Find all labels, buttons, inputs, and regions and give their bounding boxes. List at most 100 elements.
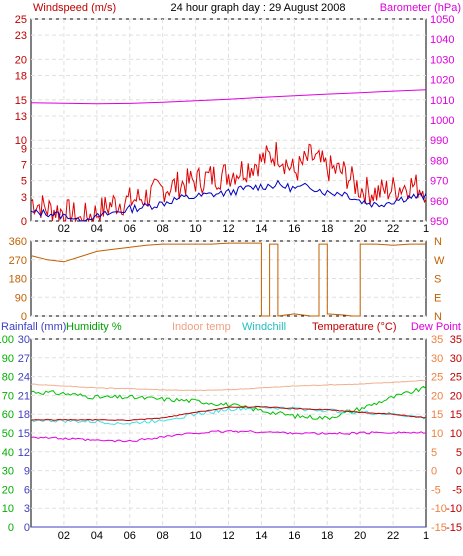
compass-tick: W	[434, 255, 445, 267]
windchill-label: Windchill	[242, 321, 286, 333]
barometer-y-tick: 1050	[430, 14, 454, 26]
humidity-y-tick: 40	[2, 447, 14, 459]
temp-right-tick: 30	[431, 353, 443, 365]
temp-x-tick-end: 1	[423, 530, 429, 542]
temp-right-tick: 10	[431, 428, 443, 440]
temp-right-tick-2: 20	[450, 390, 462, 402]
humidity-y-tick: 50	[2, 428, 14, 440]
rainfall-y-tick: 12	[18, 447, 30, 459]
dewpoint-label: Dew Point	[411, 321, 461, 333]
wind-x-tick: 08	[157, 223, 169, 235]
temp-x-tick: 04	[91, 530, 103, 542]
humidity-y-tick: 10	[2, 503, 14, 515]
temp-x-tick: 22	[387, 530, 399, 542]
temp-x-tick: 18	[321, 530, 333, 542]
temp-x-tick: 12	[222, 530, 234, 542]
temp-right-tick-2: 5	[456, 447, 462, 459]
rainfall-y-tick: 3	[24, 503, 30, 515]
temp-x-tick: 20	[354, 530, 366, 542]
wind-x-tick: 16	[288, 223, 300, 235]
temp-right-tick-2: 35	[450, 334, 462, 346]
temp-right-tick-2: -10	[446, 503, 462, 515]
temp-right-tick-2: 0	[456, 466, 462, 478]
temp-right-tick-2: 15	[450, 409, 462, 421]
wind-y-tick: 18	[15, 71, 27, 83]
temp-right-tick-2: 25	[450, 372, 462, 384]
humidity-y-tick: 20	[2, 484, 14, 496]
humidity-y-tick: 0	[8, 522, 14, 534]
temp-right-tick: 0	[431, 466, 437, 478]
temperature-label: Temperature (°C)	[312, 321, 396, 333]
wind-x-tick: 04	[91, 223, 103, 235]
windspeed-label: Windspeed (m/s)	[33, 2, 116, 14]
wind-gust-line	[30, 141, 427, 223]
compass-tick: E	[434, 292, 441, 304]
wind-y-tick: 7	[21, 159, 27, 171]
wind-x-tick: 10	[189, 223, 201, 235]
temp-right-tick: 35	[431, 334, 443, 346]
wind-x-tick: 02	[58, 223, 70, 235]
barometer-y-tick: 1000	[430, 115, 454, 127]
barometer-y-tick: 990	[430, 135, 448, 147]
barometer-label: Barometer (hPa)	[380, 2, 461, 14]
direction-y-tick: 270	[9, 255, 27, 267]
rainfall-y-tick: 9	[24, 466, 30, 478]
barometer-y-tick: 980	[430, 155, 448, 167]
wind-avg-line	[30, 179, 427, 222]
temp-x-tick: 02	[58, 530, 70, 542]
humidity-y-tick: 100	[0, 334, 14, 346]
wind-x-tick: 14	[255, 223, 267, 235]
temp-right-tick: -15	[431, 522, 447, 534]
compass-tick: N	[434, 236, 442, 248]
humidity-y-tick: 60	[2, 409, 14, 421]
rainfall-label: Rainfall (mm)	[1, 321, 66, 333]
rainfall-y-tick: 27	[18, 353, 30, 365]
indoor-temp-label: Indoor temp	[172, 321, 231, 333]
temp-x-tick: 16	[288, 530, 300, 542]
wind-y-tick: 10	[15, 135, 27, 147]
temp-right-tick: 5	[431, 447, 437, 459]
wind-x-tick: 20	[354, 223, 366, 235]
wind-x-tick: 22	[387, 223, 399, 235]
wind-y-tick: 0	[21, 216, 27, 228]
rainfall-y-tick: 15	[18, 428, 30, 440]
wind-y-tick: 5	[21, 176, 27, 188]
barometer-y-tick: 960	[430, 196, 448, 208]
temp-right-tick: -10	[431, 503, 447, 515]
temp-x-tick: 14	[255, 530, 267, 542]
humidity-y-tick: 80	[2, 372, 14, 384]
direction-y-tick: 180	[9, 274, 27, 286]
temp-right-tick-2: -15	[446, 522, 462, 534]
rainfall-y-tick: 24	[18, 372, 30, 384]
temp-right-tick-2: 30	[450, 353, 462, 365]
temp-x-tick: 06	[124, 530, 136, 542]
humidity-y-tick: 70	[2, 390, 14, 402]
wind-x-tick-end: 1	[423, 223, 429, 235]
direction-line	[30, 242, 426, 317]
barometer-y-tick: 950	[430, 216, 448, 228]
direction-y-tick: 360	[9, 236, 27, 248]
wind-y-tick: 3	[21, 192, 27, 204]
rainfall-y-tick: 30	[18, 334, 30, 346]
temp-right-tick: 15	[431, 409, 443, 421]
wind-y-tick: 20	[15, 54, 27, 66]
temp-right-tick-2: -5	[452, 484, 462, 496]
wind-y-tick: 25	[15, 14, 27, 26]
temp-x-tick: 10	[189, 530, 201, 542]
direction-y-tick: 90	[15, 292, 27, 304]
temperature-line	[30, 405, 427, 421]
barometer-y-tick: 1040	[430, 34, 454, 46]
barometer-y-tick: 970	[430, 176, 448, 188]
rainfall-y-tick: 21	[18, 390, 30, 402]
barometer-y-tick: 1030	[430, 54, 454, 66]
temp-right-tick: -5	[431, 484, 441, 496]
dewpoint-line	[30, 430, 427, 443]
indoor-line	[30, 379, 427, 392]
direction-y-tick: 0	[21, 311, 27, 323]
wind-x-tick: 18	[321, 223, 333, 235]
rainfall-y-tick: 6	[24, 484, 30, 496]
temp-right-tick: 20	[431, 390, 443, 402]
humidity-y-tick: 30	[2, 466, 14, 478]
humidity-y-tick: 90	[2, 353, 14, 365]
